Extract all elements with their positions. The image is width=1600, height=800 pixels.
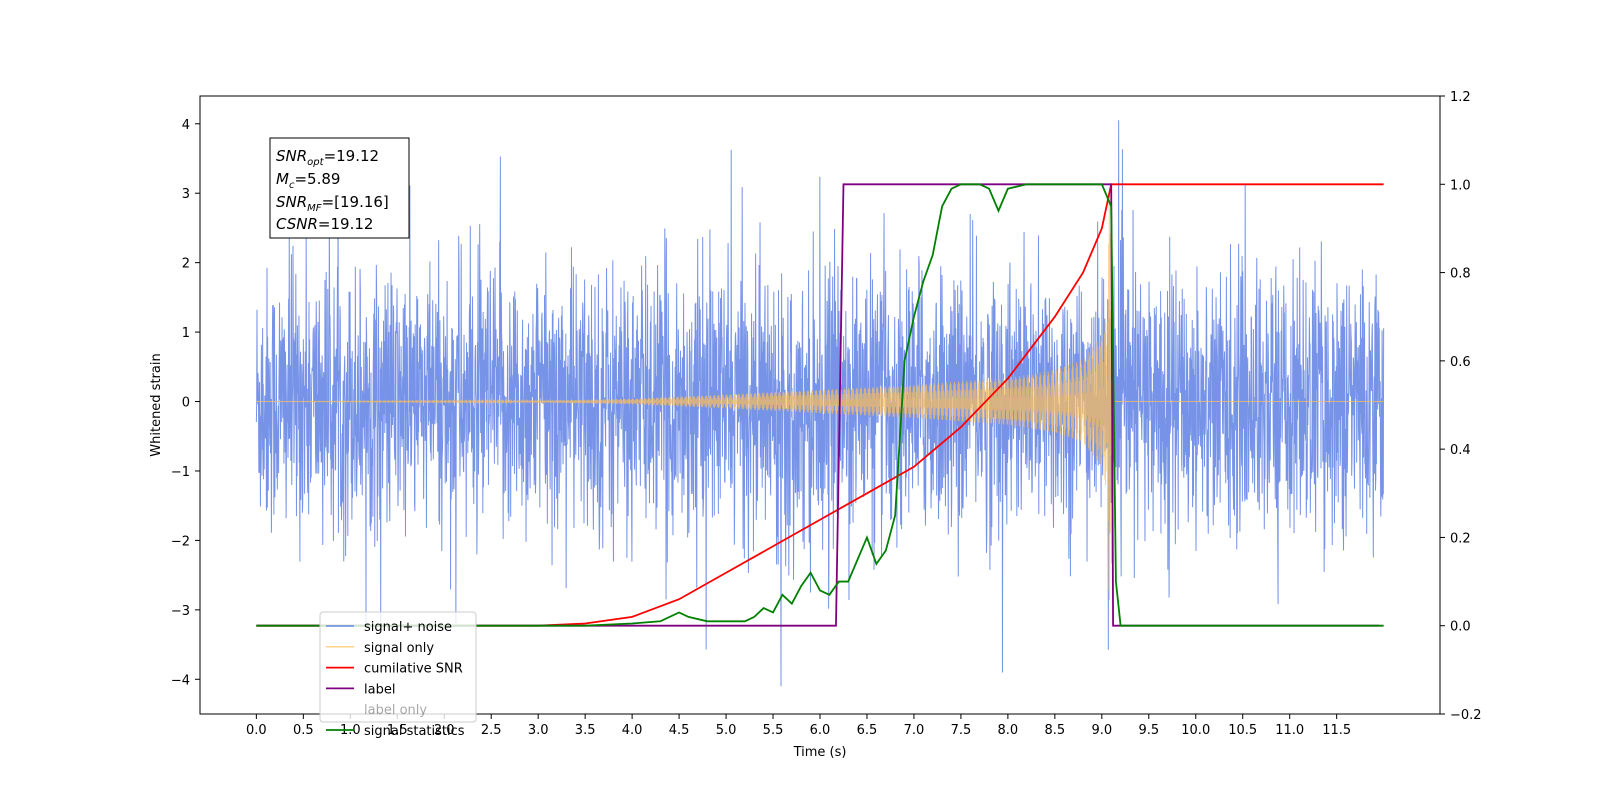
x-tick-label: 7.5 <box>951 723 972 738</box>
series-cumilative-snr <box>256 183 1384 627</box>
x-tick-label: 0.5 <box>293 723 314 738</box>
x-tick-label: 5.5 <box>763 723 784 738</box>
x-tick-label: 4.0 <box>622 723 643 738</box>
y-tick-label: −1 <box>171 465 190 480</box>
x-tick-label: 10.5 <box>1228 723 1257 738</box>
stat-snr-opt: SNRopt=19.12 <box>276 147 379 168</box>
x-tick-label: 11.0 <box>1275 723 1304 738</box>
stats-box: SNRopt=19.12 Mc=5.89 SNRMF=[19.16] CSNR=… <box>269 137 410 239</box>
x-tick-label: 6.0 <box>810 723 831 738</box>
x-tick-label: 9.5 <box>1138 723 1159 738</box>
x-tick-label: 11.5 <box>1322 723 1351 738</box>
y2-tick-label: 0.6 <box>1450 355 1471 370</box>
x-tick-label: 10.0 <box>1181 723 1210 738</box>
y2-tick-label: 0.2 <box>1450 531 1471 546</box>
legend-label-label: label <box>364 682 395 697</box>
stat-mc: Mc=5.89 <box>276 170 340 191</box>
y2-tick-label: 0.8 <box>1450 267 1471 282</box>
y-axis-right: −0.2 0.0 0.2 0.4 0.6 0.8 1.0 1.2 <box>1440 90 1482 723</box>
y-tick-label: 0 <box>182 396 190 411</box>
x-tick-label: 8.0 <box>998 723 1019 738</box>
x-tick-label: 2.0 <box>434 723 455 738</box>
series-signal-statistics <box>256 183 1384 627</box>
series-signal-noise <box>255 120 1385 687</box>
x-tick-label: 3.5 <box>575 723 596 738</box>
y2-tick-label: 1.2 <box>1450 90 1471 105</box>
x-tick-label: 7.0 <box>904 723 925 738</box>
y-axis-label: Whitened strain <box>149 353 164 456</box>
y-axis-left: −4 −3 −2 −1 0 1 2 3 4 <box>171 118 200 688</box>
y-tick-label: 3 <box>182 187 190 202</box>
x-tick-label: 6.5 <box>857 723 878 738</box>
legend-label-label-only: label only <box>364 703 427 718</box>
x-tick-label: 3.0 <box>528 723 549 738</box>
y-tick-label: 2 <box>182 257 190 272</box>
x-axis: 0.0 0.5 1.0 1.5 2.0 2.5 3.0 3.5 4.0 4.5 5.0 5.5 6.0 6… <box>246 714 1351 738</box>
y2-tick-label: −0.2 <box>1450 708 1482 723</box>
y-tick-label: −3 <box>171 604 190 619</box>
y2-tick-label: 0.4 <box>1450 443 1471 458</box>
y-tick-label: 4 <box>182 118 190 133</box>
x-tick-label: 0.0 <box>246 723 267 738</box>
legend-label-cumilative-snr: cumilative SNR <box>364 662 463 677</box>
y-tick-label: 1 <box>182 326 190 341</box>
x-tick-label: 5.0 <box>716 723 737 738</box>
x-tick-label: 4.5 <box>669 723 690 738</box>
legend-label-signal-statistics: signal statistics <box>364 724 465 739</box>
x-tick-label: 2.5 <box>481 723 502 738</box>
y-tick-label: −4 <box>171 673 190 688</box>
stat-snr-mf: SNRMF=[19.16] <box>276 193 389 214</box>
legend-label-signal-only: signal only <box>364 641 434 656</box>
series-signal-only <box>256 190 1384 601</box>
stat-csnr: CSNR=19.12 <box>276 215 373 233</box>
legend-label-signal-noise: signal+ noise <box>364 620 452 635</box>
legend: signal+ noise signal only cumilative SNR la… <box>319 611 477 739</box>
series-layer <box>255 120 1385 687</box>
x-tick-label: 9.0 <box>1091 723 1112 738</box>
x-tick-label: 8.5 <box>1045 723 1066 738</box>
y2-tick-label: 1.0 <box>1450 178 1471 193</box>
x-axis-label: Time (s) <box>793 745 847 760</box>
x-tick-label: 1.5 <box>387 723 408 738</box>
y2-tick-label: 0.0 <box>1450 620 1471 635</box>
y-tick-label: −2 <box>171 534 190 549</box>
